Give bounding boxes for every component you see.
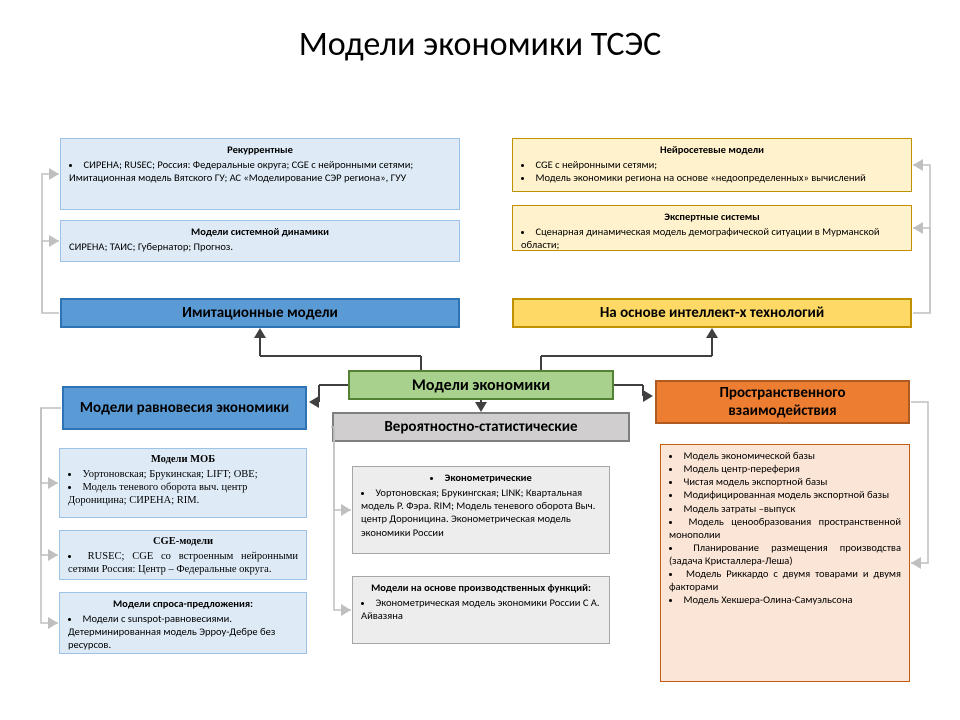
- detail-text: Уортоновская; Брукингская; LINK; Квартал…: [361, 486, 601, 539]
- category-intelligent: На основе интеллект-х технологий: [512, 298, 912, 328]
- list-item: Модель ценообразования пространственной …: [669, 515, 901, 541]
- category-imitational: Имитационные модели: [60, 298, 460, 328]
- list-item: Модель Риккардо с двумя товарами и двумя…: [669, 567, 901, 593]
- detail-heading: Модели МОБ: [68, 453, 298, 466]
- detail-heading: Эконометрические: [361, 471, 601, 484]
- list-item: Модель затраты –выпуск: [669, 502, 901, 515]
- detail-text: Уортоновская; Брукинская; LIFT; OBE;: [68, 468, 298, 481]
- detail-heading: Модели на основе производственных функци…: [361, 581, 601, 594]
- detail-production-functions: Модели на основе производственных функци…: [352, 576, 610, 644]
- detail-cge: CGE-модели RUSEC; CGE со встроенным нейр…: [59, 530, 307, 580]
- list-item: Модель центр-переферия: [669, 462, 901, 475]
- detail-text: Эконометрическая модель экономики России…: [361, 596, 601, 622]
- detail-heading: Нейросетевые модели: [521, 143, 903, 156]
- list-item: Модель Хекшера-Олина-Самуэльсона: [669, 593, 901, 606]
- detail-heading: Модели системной динамики: [69, 225, 451, 238]
- detail-text: RUSEC; CGE со встроенным нейронными сетя…: [68, 550, 298, 576]
- category-spatial: Пространственного взаимодействия: [655, 380, 910, 424]
- detail-heading: Рекуррентные: [69, 143, 451, 156]
- detail-supply-demand: Модели спроса-предложения: Модели с suns…: [59, 592, 307, 654]
- detail-text: Сценарная динамическая модель демографич…: [521, 225, 903, 251]
- detail-mob: Модели МОБ Уортоновская; Брукинская; LIF…: [59, 448, 307, 518]
- page-title: Модели экономики ТСЭС: [0, 24, 960, 65]
- detail-text: Модель теневого оборота выч. центр Дорон…: [68, 481, 298, 507]
- detail-text: Модель экономики региона на основе «недо…: [521, 171, 903, 184]
- list-item: Модифицированная модель экспортной базы: [669, 488, 901, 501]
- detail-text: CGE с нейронными сетями;: [521, 158, 903, 171]
- detail-recurrent: Рекуррентные СИРЕНА; RUSEC; Россия: Феде…: [60, 138, 460, 210]
- category-equilibrium: Модели равновесия экономики: [62, 386, 307, 430]
- category-center: Модели экономики: [348, 370, 614, 400]
- detail-heading: CGE-модели: [68, 535, 298, 548]
- detail-text: СИРЕНА; ТАИС; Губернатор; Прогноз.: [69, 240, 233, 253]
- detail-text: Модели с sunspot-равновесиями. Детермини…: [68, 612, 298, 651]
- list-item: Модель экономической базы: [669, 449, 901, 462]
- detail-heading: Модели спроса-предложения:: [68, 597, 298, 610]
- detail-expert: Экспертные системы Сценарная динамическа…: [512, 205, 912, 251]
- detail-text: СИРЕНА; RUSEC; Россия: Федеральные округ…: [69, 158, 451, 184]
- category-probabilistic: Вероятностно-статистические: [332, 412, 630, 442]
- detail-econometric: Эконометрические Уортоновская; Брукингск…: [352, 466, 610, 554]
- list-item: Планирование размещения производства (за…: [669, 541, 901, 567]
- list-item: Чистая модель экспортной базы: [669, 475, 901, 488]
- detail-neural: Нейросетевые модели CGE с нейронными сет…: [512, 138, 912, 192]
- detail-system-dynamics: Модели системной динамики СИРЕНА; ТАИС; …: [60, 220, 460, 262]
- detail-spatial-list: Модель экономической базыМодель центр-пе…: [660, 444, 910, 682]
- detail-heading: Экспертные системы: [521, 210, 903, 223]
